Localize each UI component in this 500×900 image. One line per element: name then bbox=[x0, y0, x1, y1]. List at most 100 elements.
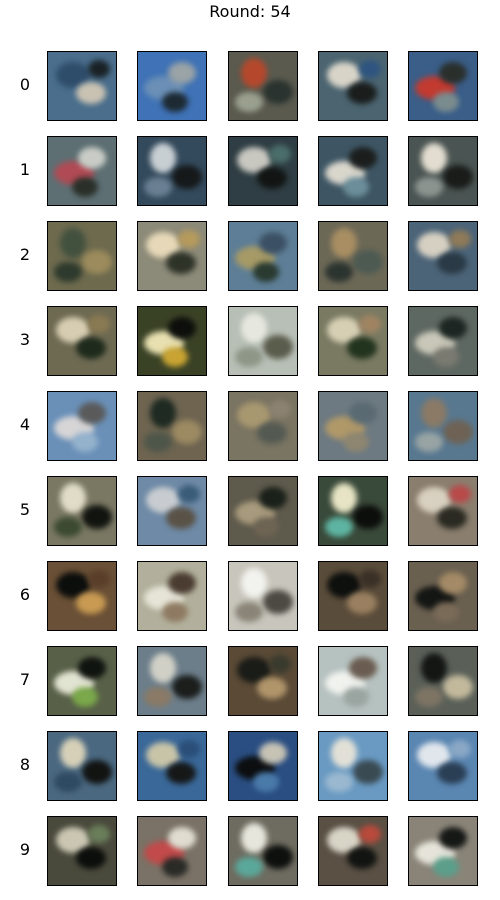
image-blob bbox=[421, 143, 447, 173]
image-blob bbox=[269, 400, 291, 418]
image-blob bbox=[54, 517, 82, 537]
image-blob bbox=[415, 687, 443, 707]
generated-image-tile bbox=[47, 51, 117, 121]
image-blob bbox=[172, 675, 202, 699]
image-blob bbox=[347, 847, 377, 869]
image-blob bbox=[172, 165, 202, 189]
image-blob bbox=[353, 250, 383, 274]
image-blob bbox=[72, 687, 98, 707]
generated-image-tile bbox=[408, 391, 478, 461]
generated-image-tile bbox=[228, 51, 298, 121]
row-label: 0 bbox=[19, 75, 31, 94]
image-blob bbox=[257, 422, 287, 444]
generated-image-tile bbox=[318, 561, 388, 631]
image-blob bbox=[172, 420, 202, 444]
image-blob bbox=[263, 845, 293, 869]
generated-image-tile bbox=[408, 306, 478, 376]
generated-image-tile bbox=[408, 646, 478, 716]
image-blob bbox=[88, 570, 110, 588]
image-blob bbox=[178, 485, 200, 503]
image-blob bbox=[415, 432, 443, 452]
image-blob bbox=[349, 147, 377, 169]
row-label: 7 bbox=[19, 670, 31, 689]
generated-image-tile bbox=[47, 561, 117, 631]
generated-image-tile bbox=[47, 391, 117, 461]
image-blob bbox=[150, 653, 176, 683]
image-blob bbox=[421, 653, 447, 683]
generated-image-tile bbox=[137, 816, 207, 886]
image-blob bbox=[263, 590, 293, 614]
image-blob bbox=[88, 315, 110, 333]
image-blob bbox=[54, 772, 82, 792]
image-blob bbox=[60, 738, 86, 768]
image-blob bbox=[166, 507, 196, 529]
image-blob bbox=[168, 827, 196, 849]
image-blob bbox=[347, 592, 377, 614]
image-blob bbox=[178, 740, 200, 758]
image-blob bbox=[72, 432, 98, 452]
image-blob bbox=[150, 143, 176, 173]
generated-image-tile bbox=[408, 221, 478, 291]
image-blob bbox=[82, 760, 112, 784]
image-blob bbox=[76, 847, 106, 869]
image-blob bbox=[349, 657, 377, 679]
generated-image-tile bbox=[318, 731, 388, 801]
image-blob bbox=[269, 655, 291, 673]
generated-image-tile bbox=[47, 221, 117, 291]
image-blob bbox=[259, 232, 287, 254]
image-blob bbox=[331, 228, 357, 258]
image-blob bbox=[168, 317, 196, 339]
image-blob bbox=[259, 487, 287, 509]
image-blob bbox=[168, 572, 196, 594]
image-blob bbox=[439, 827, 467, 849]
image-blob bbox=[162, 602, 188, 622]
image-blob bbox=[235, 857, 263, 877]
image-blob bbox=[150, 398, 176, 428]
image-blob bbox=[347, 82, 377, 104]
generated-image-tile bbox=[137, 731, 207, 801]
generated-image-tile bbox=[408, 136, 478, 206]
image-blob bbox=[331, 483, 357, 513]
image-blob bbox=[259, 742, 287, 764]
image-blob bbox=[162, 347, 188, 367]
row-label: 1 bbox=[19, 160, 31, 179]
image-blob bbox=[253, 262, 279, 282]
generated-image-tile bbox=[137, 561, 207, 631]
generated-image-tile bbox=[228, 306, 298, 376]
image-blob bbox=[78, 147, 106, 169]
image-blob bbox=[415, 177, 443, 197]
generated-image-tile bbox=[47, 731, 117, 801]
generated-image-tile bbox=[137, 391, 207, 461]
image-blob bbox=[263, 80, 293, 104]
image-blob bbox=[162, 92, 188, 112]
image-blob bbox=[349, 402, 377, 424]
image-blob bbox=[443, 675, 473, 699]
image-blob bbox=[178, 230, 200, 248]
image-blob bbox=[449, 230, 471, 248]
generated-image-tile bbox=[318, 221, 388, 291]
generated-image-tile bbox=[137, 136, 207, 206]
image-blob bbox=[359, 315, 381, 333]
generated-image-tile bbox=[47, 136, 117, 206]
row-label: 4 bbox=[19, 415, 31, 434]
generated-image-tile bbox=[228, 561, 298, 631]
image-blob bbox=[359, 60, 381, 78]
generated-image-tile bbox=[137, 476, 207, 546]
generated-image-tile bbox=[318, 136, 388, 206]
image-blob bbox=[253, 517, 279, 537]
generated-image-tile bbox=[318, 391, 388, 461]
image-blob bbox=[54, 262, 82, 282]
image-blob bbox=[253, 772, 279, 792]
generated-image-tile bbox=[47, 646, 117, 716]
generated-image-tile bbox=[137, 646, 207, 716]
image-blob bbox=[443, 420, 473, 444]
generated-image-tile bbox=[47, 476, 117, 546]
image-blob bbox=[449, 485, 471, 503]
generated-image-tile bbox=[408, 51, 478, 121]
generated-image-tile bbox=[408, 731, 478, 801]
generated-image-tile bbox=[137, 306, 207, 376]
image-blob bbox=[144, 432, 172, 452]
image-blob bbox=[343, 687, 369, 707]
generated-image-tile bbox=[228, 391, 298, 461]
image-blob bbox=[439, 317, 467, 339]
